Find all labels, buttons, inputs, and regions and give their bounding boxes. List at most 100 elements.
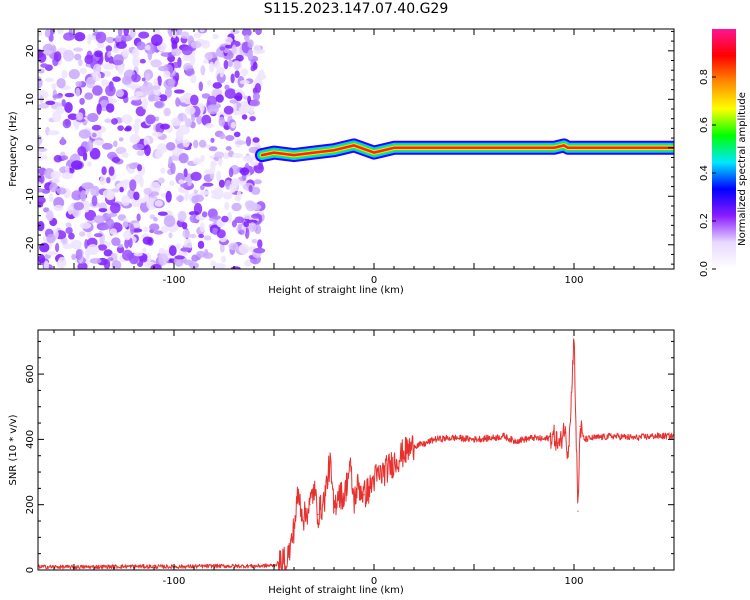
noise-speckle — [238, 243, 250, 255]
noise-speckle — [235, 140, 247, 145]
noise-speckle — [218, 116, 226, 127]
noise-speckle — [137, 164, 142, 172]
noise-speckle — [109, 228, 118, 235]
noise-speckle — [234, 70, 240, 78]
snr-data-point — [613, 435, 615, 437]
noise-speckle — [89, 147, 101, 160]
noise-speckle — [209, 61, 215, 73]
noise-speckle — [248, 184, 253, 193]
noise-speckle — [170, 162, 176, 175]
noise-speckle — [139, 176, 144, 188]
noise-speckle — [97, 244, 108, 251]
noise-speckle — [132, 222, 141, 228]
snr-data-point — [577, 510, 579, 512]
noise-speckle — [239, 80, 250, 85]
noise-speckle — [73, 201, 85, 211]
noise-speckle — [176, 29, 183, 36]
noise-speckle — [249, 105, 255, 114]
snr-data-point — [543, 438, 545, 440]
noise-speckle — [133, 122, 140, 134]
noise-speckle — [207, 95, 217, 107]
noise-speckle — [166, 142, 176, 151]
figure-title: S115.2023.147.07.40.G29 — [263, 1, 449, 17]
snr-data-point — [571, 386, 573, 388]
noise-speckle — [180, 31, 190, 39]
noise-speckle — [141, 77, 146, 82]
noise-speckle — [105, 45, 113, 52]
noise-speckle — [157, 211, 168, 216]
noise-speckle — [55, 106, 65, 115]
noise-speckle — [231, 202, 242, 212]
noise-speckle — [38, 221, 45, 232]
noise-speckle — [64, 102, 73, 113]
noise-speckle — [158, 253, 169, 266]
snr-data-point — [559, 445, 561, 447]
noise-speckle — [183, 168, 188, 178]
noise-speckle — [177, 112, 188, 122]
snr-data-point — [423, 443, 425, 445]
noise-speckle — [170, 35, 180, 45]
noise-speckle — [167, 78, 175, 87]
noise-speckle — [49, 182, 58, 193]
noise-speckle — [190, 41, 202, 49]
colorbar-tick-label: 0.8 — [699, 69, 710, 85]
noise-speckle — [251, 213, 262, 219]
noise-speckle — [150, 59, 162, 68]
noise-speckle — [61, 155, 69, 161]
noise-speckle — [77, 262, 88, 269]
noise-speckle — [87, 139, 94, 152]
noise-speckle — [215, 94, 224, 103]
noise-speckle — [38, 102, 50, 109]
noise-speckle — [252, 44, 262, 55]
noise-speckle — [123, 29, 129, 37]
noise-speckle — [65, 227, 73, 234]
noise-speckle — [143, 226, 149, 233]
noise-speckle — [153, 217, 158, 222]
noise-speckle — [227, 211, 233, 224]
noise-speckle — [157, 75, 162, 87]
noise-speckle — [233, 60, 241, 70]
noise-speckle — [131, 73, 141, 83]
panel1-frame — [37, 28, 675, 270]
noise-speckle — [107, 190, 115, 200]
noise-speckle — [51, 83, 57, 90]
noise-speckle — [67, 205, 74, 215]
snr-data-point — [453, 437, 455, 439]
noise-speckle — [144, 44, 151, 51]
noise-speckle — [38, 68, 45, 74]
snr-data-point — [289, 549, 291, 552]
noise-speckle — [232, 152, 243, 159]
noise-speckle — [154, 101, 164, 108]
noise-speckle — [232, 100, 237, 113]
noise-speckle — [101, 166, 107, 176]
y-tick-label: 400 — [25, 430, 36, 449]
noise-speckle — [75, 87, 81, 97]
noise-speckle — [192, 157, 202, 165]
snr-data-point — [373, 478, 375, 480]
y-tick-label: 0 — [25, 567, 36, 573]
noise-speckle — [212, 82, 223, 89]
snr-data-point — [533, 437, 535, 439]
noise-speckle — [191, 113, 196, 122]
noise-speckle — [212, 33, 219, 40]
snr-data-point — [403, 451, 405, 453]
noise-speckle — [219, 46, 226, 51]
noise-speckle — [42, 50, 53, 55]
noise-speckle — [196, 115, 203, 125]
panel2-frame — [37, 329, 675, 571]
noise-speckle — [168, 180, 175, 187]
noise-speckle — [157, 177, 165, 184]
noise-speckle — [77, 146, 87, 157]
noise-speckle — [258, 69, 265, 79]
noise-speckle — [250, 161, 259, 166]
noise-speckle — [71, 253, 77, 260]
noise-speckle — [106, 177, 111, 184]
noise-speckle — [230, 73, 235, 84]
y-tick-label: -10 — [25, 188, 36, 204]
ridge-band-red — [260, 144, 674, 157]
noise-speckle — [108, 166, 115, 177]
noise-speckle — [98, 208, 108, 213]
noise-speckle — [40, 63, 49, 68]
noise-speckle — [149, 181, 161, 194]
noise-speckle — [92, 132, 97, 138]
